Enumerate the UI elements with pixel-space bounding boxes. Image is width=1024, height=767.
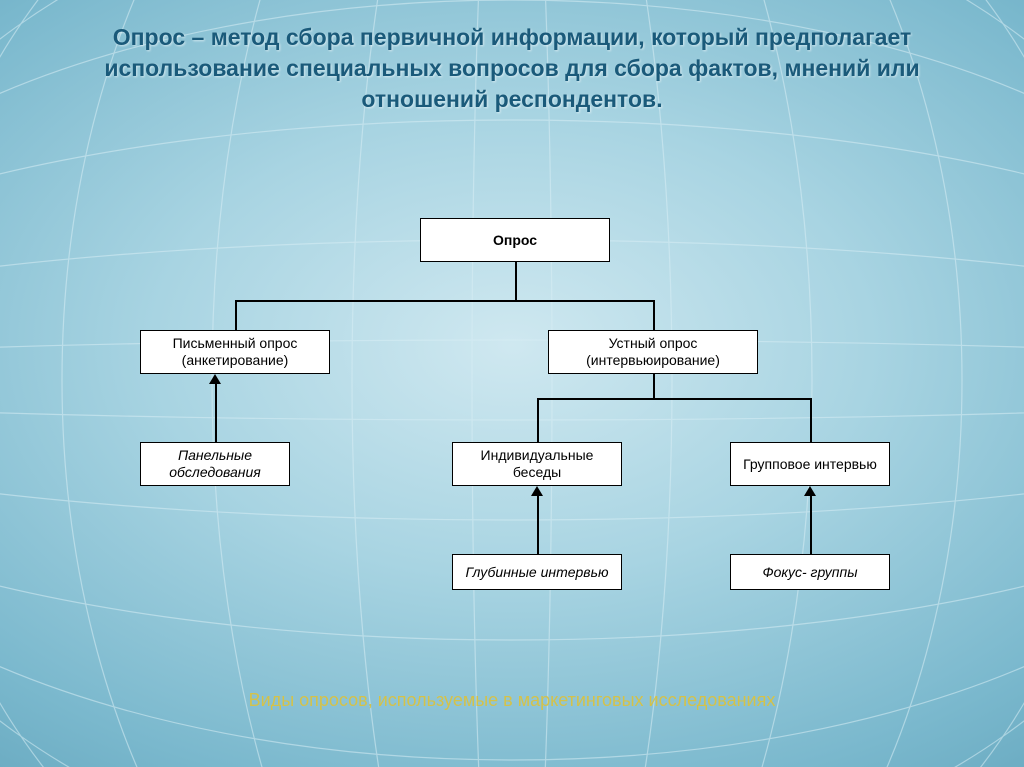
arrowhead-icon [209,374,221,384]
node-panel: Панельные обследования [140,442,290,486]
node-focus: Фокус- группы [730,554,890,590]
node-deep: Глубинные интервью [452,554,622,590]
arrowhead-icon [531,486,543,496]
connector [537,398,539,442]
connector [653,374,655,398]
arrowhead-icon [804,486,816,496]
connector [653,300,655,330]
connector [810,398,812,442]
connector [235,300,237,330]
flowchart: Опрос Письменный опрос (анкетирование) Уст… [0,0,1024,767]
connector [515,262,517,300]
node-root: Опрос [420,218,610,262]
node-indiv: Индивидуальные беседы [452,442,622,486]
node-group: Групповое интервью [730,442,890,486]
connector [810,496,812,554]
node-written: Письменный опрос (анкетирование) [140,330,330,374]
slide-caption: Виды опросов, используемые в маркетингов… [0,690,1024,711]
node-oral: Устный опрос (интервьюирование) [548,330,758,374]
connector [235,300,653,302]
connector [537,398,810,400]
connector [537,496,539,554]
connector [215,384,217,442]
